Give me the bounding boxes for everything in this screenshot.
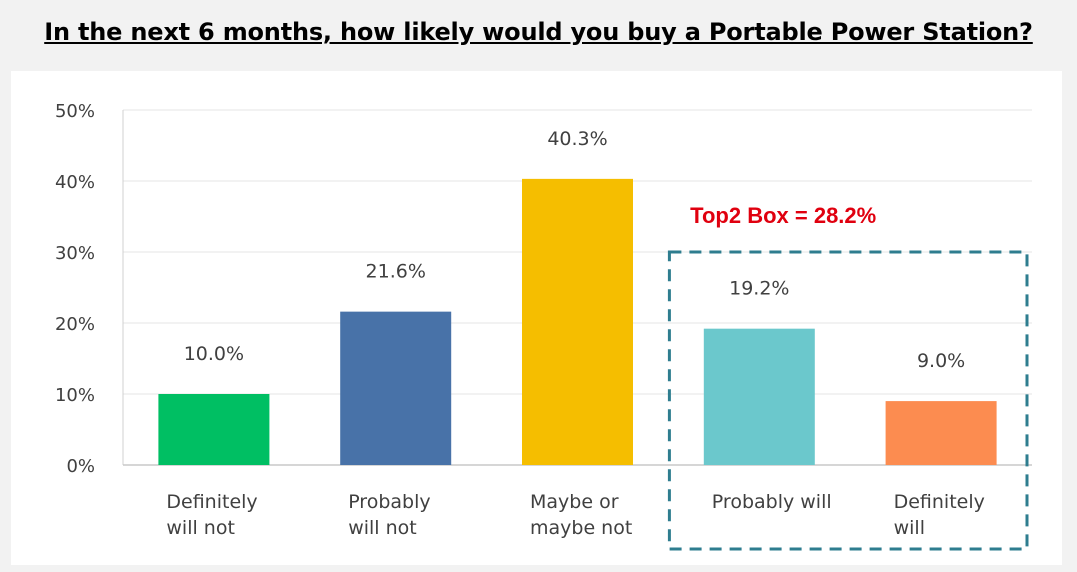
category-label: will not [166, 517, 235, 539]
top2-box-annotation: Top2 Box = 28.2% [667, 203, 1029, 551]
category-label: will [894, 517, 925, 539]
category-label: maybe not [530, 517, 632, 539]
data-label: 9.0% [917, 350, 965, 372]
bar [340, 311, 452, 465]
data-label: 21.6% [366, 261, 426, 283]
bar [885, 401, 997, 465]
bar [703, 328, 815, 465]
data-label: 19.2% [729, 278, 789, 300]
y-tick-label: 20% [55, 314, 95, 335]
chart-title: In the next 6 months, how likely would y… [44, 18, 1033, 46]
bar [522, 178, 633, 465]
data-label: 40.3% [547, 128, 607, 150]
y-tick-label: 10% [55, 385, 95, 406]
category-label: Definitely [166, 491, 257, 513]
highlight-box [667, 250, 1029, 551]
category-labels: Definitely will not Probably will not Maybe … [166, 491, 984, 539]
annotation-text: Top2 Box = 28.2% [690, 203, 876, 228]
category-label: will not [348, 517, 417, 539]
chart-panel: 0% 10% 20% 30% 40% 50% 10.0% 21.6% 40.3% 19.2% 9.… [11, 71, 1062, 565]
category-label: Probably [348, 491, 430, 513]
category-label: Maybe or [530, 491, 619, 513]
bars [158, 178, 997, 465]
data-labels: 10.0% 21.6% 40.3% 19.2% 9.0% [184, 128, 966, 372]
y-tick-label: 0% [66, 456, 95, 477]
data-label: 10.0% [184, 343, 244, 365]
bar-chart: 0% 10% 20% 30% 40% 50% 10.0% 21.6% 40.3% 19.2% 9.… [55, 101, 1032, 551]
y-tick-label: 30% [55, 243, 95, 264]
bar [158, 394, 270, 465]
y-tick-label: 40% [55, 172, 95, 193]
y-axis-ticks: 0% 10% 20% 30% 40% 50% [55, 101, 95, 477]
category-label: Definitely [894, 491, 985, 513]
category-label: Probably will [712, 491, 832, 513]
y-tick-label: 50% [55, 101, 95, 122]
